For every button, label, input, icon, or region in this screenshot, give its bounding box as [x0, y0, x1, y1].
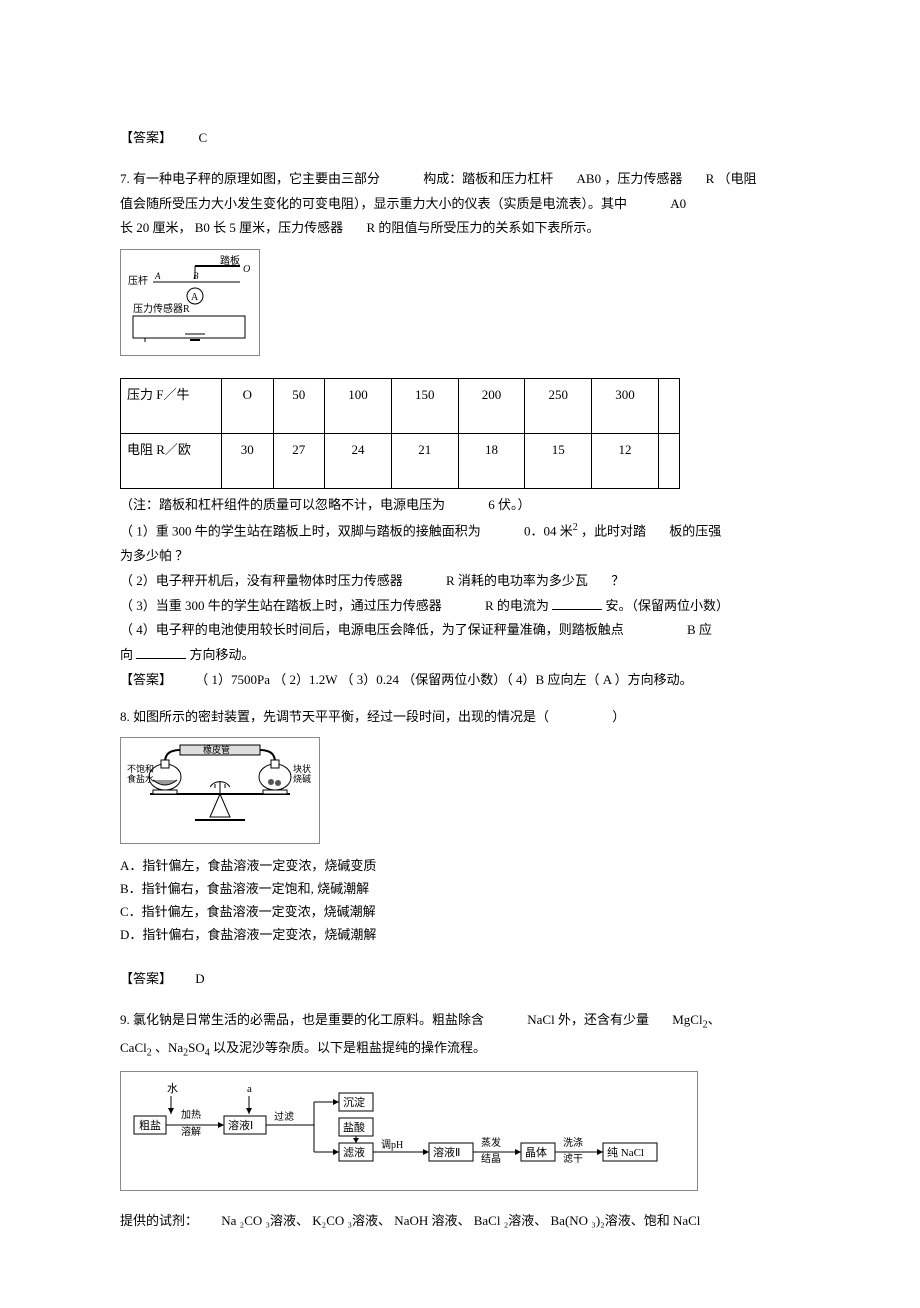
- q7-data-table: 压力 F／牛 O 50 100 150 200 250 300 电阻 R／欧 3…: [120, 378, 680, 489]
- q7-part4b: 向 方向移动。: [120, 645, 800, 666]
- label-pipe: 橡皮管: [203, 744, 230, 755]
- q7-part4: （ 4）电子秤的电池使用较长时间后，电源电压会降低，为了保证秤量准确，则踏板触点…: [120, 620, 800, 641]
- q8-num: 8.: [120, 709, 130, 724]
- question-7: 7. 有一种电子秤的原理如图，它主要由三部分 构成：踏板和压力杠杆 AB0 ，压…: [120, 169, 800, 691]
- q7-part2: （ 2）电子秤开机后，没有秤量物体时压力传感器 R 消耗的电功率为多少瓦 ？: [120, 571, 800, 592]
- q7-answer: 【答案】 （ 1）7500Pa （ 2）1.2W （ 3）0.24 （保留两位小…: [120, 670, 800, 691]
- q6-answer-value: C: [199, 130, 208, 145]
- svg-text:a: a: [247, 1083, 252, 1095]
- q8-options: A．指针偏左，食盐溶液一定变浓，烧碱变质 B．指针偏右，食盐溶液一定饱和, 烧碱…: [120, 856, 800, 945]
- q7-blank-direction: [136, 645, 186, 659]
- q6-answer: 【答案】 C: [120, 128, 800, 149]
- svg-text:加热: 加热: [181, 1108, 201, 1121]
- q7-num: 7.: [120, 171, 130, 186]
- label-left1: 不饱和: [127, 763, 154, 774]
- svg-text:晶体: 晶体: [525, 1145, 547, 1159]
- svg-text:调pH: 调pH: [381, 1139, 403, 1151]
- label-right1: 块状: [293, 763, 311, 774]
- q9-line1: 9. 氯化钠是日常生活的必需品，也是重要的化工原料。粗盐除含 NaCl 外，还含…: [120, 1010, 800, 1034]
- q7-circuit-diagram: 踏板 O 压杆 A B A 压力传感器R: [120, 249, 260, 356]
- svg-text:沉淀: 沉淀: [343, 1095, 365, 1109]
- svg-text:结晶: 结晶: [481, 1152, 501, 1165]
- svg-text:滤液: 滤液: [343, 1145, 365, 1159]
- question-9: 9. 氯化钠是日常生活的必需品，也是重要的化工原料。粗盐除含 NaCl 外，还含…: [120, 1010, 800, 1232]
- q7-line3: 长 20 厘米， B0 长 5 厘米，压力传感器 R 的阻值与所受压力的关系如下…: [120, 218, 800, 239]
- table-row-resistance: 电阻 R／欧 30 27 24 21 18 15 12: [121, 433, 680, 488]
- q9-flow-diagram: 水 a 粗盐 加热 溶解 溶液Ⅰ 过滤 沉淀 盐酸 滤液 调pH 溶液Ⅱ 蒸发 …: [120, 1071, 698, 1191]
- q7-part3: （ 3）当重 300 牛的学生站在踏板上时，通过压力传感器 R 的电流为 安。（…: [120, 596, 800, 617]
- q8-balance-diagram: 橡皮管 不饱和 食盐水 块状 烧碱: [120, 737, 320, 844]
- q9-reagents: 提供的试剂： Na ₂CO ₃溶液、 K₂CO ₃溶液、 NaOH 溶液、 Ba…: [120, 1211, 800, 1232]
- svg-text:O: O: [243, 264, 250, 275]
- svg-text:水: 水: [167, 1082, 178, 1095]
- q7-blank-current: [552, 596, 602, 610]
- label-yagan: 压杆: [128, 275, 148, 287]
- svg-text:溶解: 溶解: [181, 1125, 201, 1138]
- q8-option-c: C．指针偏左，食盐溶液一定变浓，烧碱潮解: [120, 902, 800, 923]
- q8-option-a: A．指针偏左，食盐溶液一定变浓，烧碱变质: [120, 856, 800, 877]
- q7-line1: 7. 有一种电子秤的原理如图，它主要由三部分 构成：踏板和压力杠杆 AB0 ，压…: [120, 169, 800, 190]
- table-row-force: 压力 F／牛 O 50 100 150 200 250 300: [121, 378, 680, 433]
- svg-text:过滤: 过滤: [274, 1110, 294, 1123]
- q8-answer: 【答案】 D: [120, 969, 800, 990]
- q8-stem: 8. 如图所示的密封装置，先调节天平平衡，经过一段时间，出现的情况是（ ）: [120, 707, 800, 728]
- q7-part1b: 为多少帕 ？: [120, 546, 800, 567]
- q9-line2: CaCl2 、Na2SO4 以及泥沙等杂质。以下是粗盐提纯的操作流程。: [120, 1038, 800, 1062]
- svg-text:蒸发: 蒸发: [481, 1136, 501, 1149]
- svg-text:溶液Ⅱ: 溶液Ⅱ: [433, 1145, 460, 1159]
- label-left2: 食盐水: [127, 773, 154, 784]
- label-sensor: 压力传感器R: [133, 302, 190, 315]
- svg-text:溶液Ⅰ: 溶液Ⅰ: [228, 1118, 253, 1132]
- q8-option-b: B．指针偏右，食盐溶液一定饱和, 烧碱潮解: [120, 879, 800, 900]
- svg-text:粗盐: 粗盐: [139, 1119, 161, 1132]
- svg-text:A: A: [191, 292, 199, 303]
- svg-text:B: B: [193, 271, 199, 281]
- q7-line2: 值会随所受压力大小发生变化的可变电阻），显示重力大小的仪表（实质是电流表）。其中…: [120, 194, 800, 215]
- question-8: 8. 如图所示的密封装置，先调节天平平衡，经过一段时间，出现的情况是（ ） 橡皮…: [120, 707, 800, 946]
- svg-text:盐酸: 盐酸: [343, 1120, 365, 1134]
- q9-num: 9.: [120, 1012, 130, 1027]
- q7-note: （注：踏板和杠杆组件的质量可以忽略不计，电源电压为 6 伏。）: [120, 495, 800, 516]
- svg-text:滤干: 滤干: [563, 1152, 583, 1165]
- q7-part1: （ 1）重 300 牛的学生站在踏板上时，双脚与踏板的接触面积为 0．04 米2…: [120, 520, 800, 542]
- svg-text:纯 NaCl: 纯 NaCl: [607, 1146, 644, 1159]
- label-right2: 烧碱: [293, 773, 311, 784]
- svg-text:A: A: [154, 271, 161, 281]
- svg-text:洗涤: 洗涤: [563, 1136, 583, 1149]
- q6-answer-label: 【答案】: [120, 130, 172, 145]
- q8-option-d: D．指针偏右，食盐溶液一定变浓，烧碱潮解: [120, 925, 800, 946]
